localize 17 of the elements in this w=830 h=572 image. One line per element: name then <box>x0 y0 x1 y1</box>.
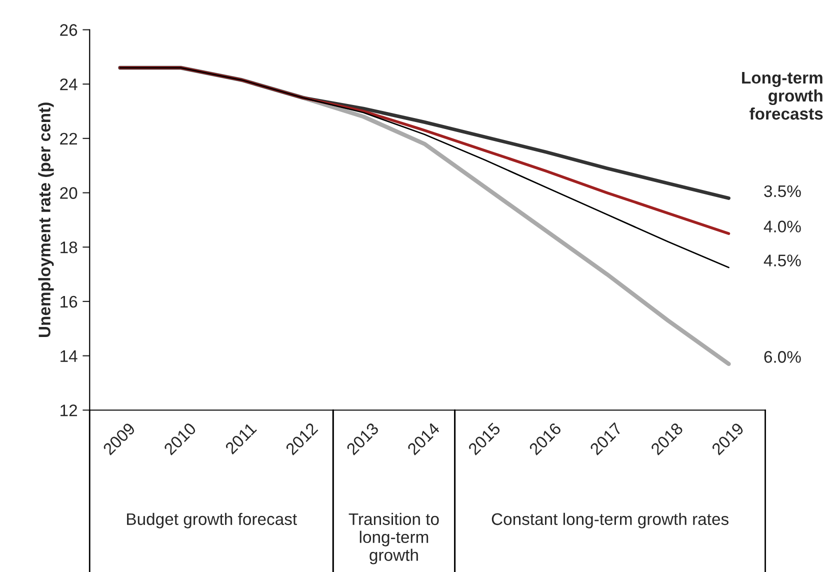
y-tick-label: 16 <box>60 296 78 308</box>
text: Constant long-term growth rates <box>492 512 728 528</box>
y-axis-title: Unemployment rate (per cent) <box>38 102 54 338</box>
y-tick-label: 20 <box>60 187 78 199</box>
y-tick-label: 12 <box>60 404 77 416</box>
text: 6.0% <box>764 351 801 363</box>
text: Transition to long-term growth <box>348 512 439 564</box>
y-tick-label: 24 <box>60 78 78 90</box>
text: 3.5% <box>764 185 801 198</box>
legend-title: Long-term growth forecasts <box>742 72 823 120</box>
text: 4.5% <box>764 254 801 266</box>
y-tick-label: 14 <box>60 350 78 362</box>
y-tick-label: 18 <box>60 242 78 254</box>
y-tick-label: 22 <box>60 132 77 144</box>
y-tick-label: 26 <box>60 24 78 36</box>
text: 4.0% <box>764 220 801 232</box>
text: Budget growth forecast <box>127 512 297 528</box>
